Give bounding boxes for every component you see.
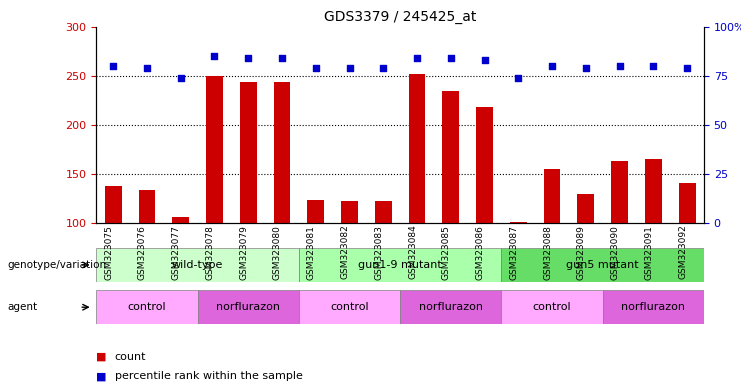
- Text: GSM323084: GSM323084: [408, 225, 417, 280]
- Title: GDS3379 / 245425_at: GDS3379 / 245425_at: [324, 10, 476, 25]
- Bar: [96, 248, 299, 282]
- Text: GSM323086: GSM323086: [476, 225, 485, 280]
- Bar: [299, 248, 502, 282]
- Bar: [645, 159, 662, 223]
- Text: GSM323083: GSM323083: [374, 225, 383, 280]
- Text: GSM323087: GSM323087: [509, 225, 518, 280]
- Point: [445, 55, 456, 61]
- Text: control: control: [127, 302, 166, 312]
- Text: gun5 mutant: gun5 mutant: [566, 260, 639, 270]
- Bar: [240, 82, 256, 223]
- Text: GSM323075: GSM323075: [104, 225, 113, 280]
- Point: [614, 63, 625, 69]
- Bar: [341, 201, 358, 223]
- Bar: [206, 76, 223, 223]
- Point: [377, 65, 389, 71]
- Text: GSM323077: GSM323077: [172, 225, 181, 280]
- Bar: [442, 91, 459, 223]
- Point: [175, 75, 187, 81]
- Text: genotype/variation: genotype/variation: [7, 260, 107, 270]
- Text: control: control: [330, 302, 369, 312]
- Text: control: control: [533, 302, 571, 312]
- Text: count: count: [115, 352, 147, 362]
- Text: GSM323092: GSM323092: [678, 225, 687, 280]
- Text: GSM323088: GSM323088: [543, 225, 552, 280]
- Text: norflurazon: norflurazon: [216, 302, 280, 312]
- Bar: [172, 217, 189, 223]
- Text: GSM323080: GSM323080: [273, 225, 282, 280]
- Point: [580, 65, 592, 71]
- Bar: [502, 248, 704, 282]
- Text: GSM323090: GSM323090: [611, 225, 619, 280]
- Point: [512, 75, 524, 81]
- Text: GSM323076: GSM323076: [138, 225, 147, 280]
- Bar: [198, 290, 299, 324]
- Text: norflurazon: norflurazon: [419, 302, 483, 312]
- Text: GSM323082: GSM323082: [341, 225, 350, 280]
- Point: [310, 65, 322, 71]
- Bar: [611, 161, 628, 223]
- Point: [276, 55, 288, 61]
- Bar: [476, 107, 493, 223]
- Bar: [544, 169, 560, 223]
- Point: [546, 63, 558, 69]
- Bar: [679, 182, 696, 223]
- Bar: [139, 190, 156, 223]
- Point: [411, 55, 423, 61]
- Bar: [510, 222, 527, 223]
- Text: wild-type: wild-type: [172, 260, 223, 270]
- Bar: [104, 185, 122, 223]
- Point: [107, 63, 119, 69]
- Text: GSM323078: GSM323078: [205, 225, 214, 280]
- Bar: [408, 74, 425, 223]
- Bar: [602, 290, 704, 324]
- Bar: [400, 290, 502, 324]
- Point: [141, 65, 153, 71]
- Bar: [308, 200, 324, 223]
- Bar: [577, 194, 594, 223]
- Text: GSM323089: GSM323089: [576, 225, 586, 280]
- Point: [648, 63, 659, 69]
- Point: [208, 53, 220, 59]
- Point: [479, 57, 491, 63]
- Text: agent: agent: [7, 302, 38, 312]
- Text: percentile rank within the sample: percentile rank within the sample: [115, 371, 303, 381]
- Point: [242, 55, 254, 61]
- Text: ■: ■: [96, 352, 107, 362]
- Text: GSM323085: GSM323085: [442, 225, 451, 280]
- Point: [344, 65, 356, 71]
- Text: GSM323091: GSM323091: [645, 225, 654, 280]
- Text: norflurazon: norflurazon: [621, 302, 685, 312]
- Bar: [375, 201, 392, 223]
- Bar: [299, 290, 400, 324]
- Bar: [502, 290, 602, 324]
- Text: GSM323081: GSM323081: [307, 225, 316, 280]
- Point: [681, 65, 693, 71]
- Bar: [273, 82, 290, 223]
- Text: GSM323079: GSM323079: [239, 225, 248, 280]
- Text: ■: ■: [96, 371, 107, 381]
- Text: gun1-9 mutant: gun1-9 mutant: [358, 260, 442, 270]
- Bar: [96, 290, 198, 324]
